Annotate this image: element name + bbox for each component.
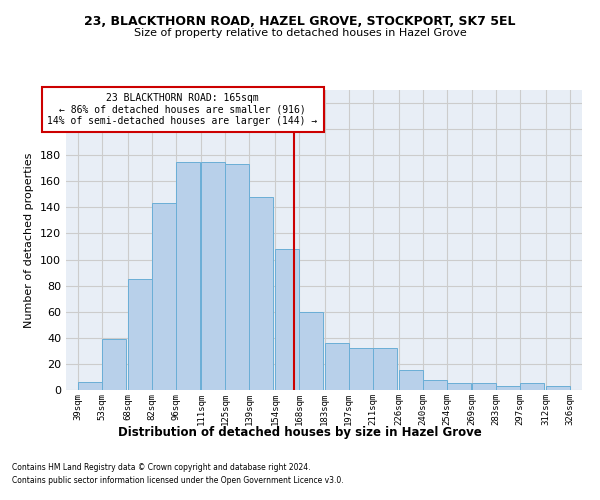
Text: Size of property relative to detached houses in Hazel Grove: Size of property relative to detached ho… (134, 28, 466, 38)
Bar (102, 339, 126, 390)
Bar (546, 386, 570, 390)
Bar (176, 162, 200, 390)
Bar (496, 386, 520, 390)
Bar (472, 384, 496, 390)
Bar (152, 204, 176, 390)
Text: Contains HM Land Registry data © Crown copyright and database right 2024.: Contains HM Land Registry data © Crown c… (12, 464, 311, 472)
Bar (275, 249, 299, 390)
Text: 23 BLACKTHORN ROAD: 165sqm
← 86% of detached houses are smaller (916)
14% of sem: 23 BLACKTHORN ROAD: 165sqm ← 86% of deta… (47, 93, 317, 126)
Bar (325, 343, 349, 390)
Bar (349, 348, 373, 390)
Text: Distribution of detached houses by size in Hazel Grove: Distribution of detached houses by size … (118, 426, 482, 439)
Text: Contains public sector information licensed under the Open Government Licence v3: Contains public sector information licen… (12, 476, 344, 485)
Bar (373, 348, 397, 390)
Bar (78, 382, 102, 390)
Bar (520, 384, 544, 390)
Bar (202, 162, 226, 390)
Y-axis label: Number of detached properties: Number of detached properties (25, 152, 34, 328)
Text: 23, BLACKTHORN ROAD, HAZEL GROVE, STOCKPORT, SK7 5EL: 23, BLACKTHORN ROAD, HAZEL GROVE, STOCKP… (84, 15, 516, 28)
Bar (422, 380, 446, 390)
Bar (226, 164, 250, 390)
Bar (446, 384, 470, 390)
Bar (398, 370, 422, 390)
Bar (128, 279, 152, 390)
Bar (250, 197, 274, 390)
Bar (299, 312, 323, 390)
